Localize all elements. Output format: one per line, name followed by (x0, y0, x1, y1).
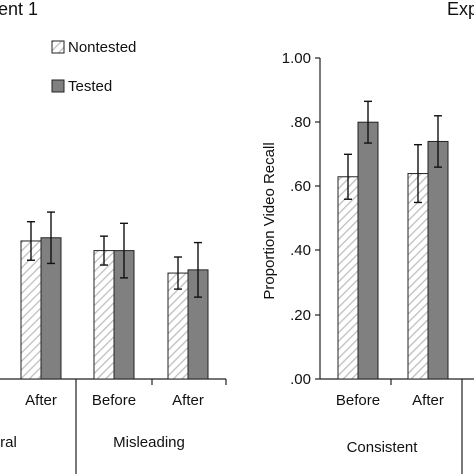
nontested-bar (337, 176, 359, 380)
right-panel-title: Exp (447, 0, 474, 19)
y-tick-label: .60 (290, 178, 311, 195)
tested-bar (427, 140, 449, 380)
nontested-bar (407, 173, 429, 380)
right-chart-panel: Proportion Video Recall 1.00 .80 .60 .40… (261, 50, 474, 474)
nontested-bar (20, 240, 42, 380)
left-group-label-0: tral (0, 434, 17, 451)
bars-layer (20, 100, 449, 380)
y-tick-label: .80 (290, 114, 311, 131)
left-x-tick-label-2: After (172, 392, 204, 409)
legend-label-nontested: Nontested (68, 39, 136, 56)
right-x-tick-label-1: After (412, 392, 444, 409)
right-y-axis-label: Proportion Video Recall (261, 142, 278, 299)
right-y-ticks: 1.00 .80 .60 .40 .20 .00 (282, 50, 320, 388)
legend-swatch-nontested (51, 40, 65, 54)
right-group-label-0: Consistent (347, 439, 419, 456)
left-chart-panel: After Before After tral Misleading (0, 378, 227, 474)
tested-bar (357, 121, 379, 380)
left-group-label-1: Misleading (113, 434, 185, 451)
y-tick-label: .00 (290, 371, 311, 388)
legend: Nontested Tested (51, 39, 136, 95)
nontested-bar (93, 250, 115, 380)
legend-swatch-tested (51, 79, 65, 93)
legend-label-tested: Tested (68, 78, 112, 95)
y-tick-label: .20 (290, 307, 311, 324)
y-tick-label: 1.00 (282, 50, 311, 67)
left-x-tick-label-0: After (25, 392, 57, 409)
left-x-tick-label-1: Before (92, 392, 136, 409)
y-tick-label: .40 (290, 242, 311, 259)
left-panel-title: ent 1 (0, 0, 38, 19)
right-x-tick-label-0: Before (336, 392, 380, 409)
